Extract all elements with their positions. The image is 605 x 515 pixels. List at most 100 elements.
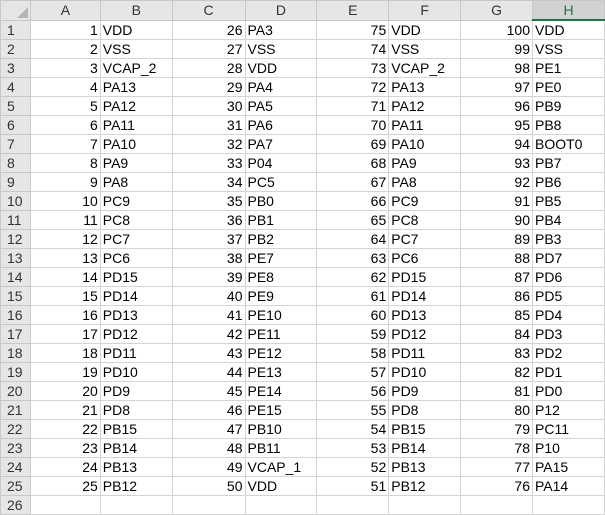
row-header[interactable]: 22 bbox=[0, 419, 31, 439]
cell-f3[interactable]: VCAP_2 bbox=[388, 58, 462, 78]
cell-f19[interactable]: PD10 bbox=[388, 362, 462, 382]
cell-g21[interactable]: 80 bbox=[460, 400, 533, 420]
cell-d17[interactable]: PE11 bbox=[244, 324, 318, 344]
column-header-g[interactable]: G bbox=[460, 0, 533, 21]
cell-g11[interactable]: 90 bbox=[460, 210, 533, 230]
cell-b22[interactable]: PB15 bbox=[99, 419, 173, 439]
row-header[interactable]: 23 bbox=[0, 438, 31, 458]
cell-f14[interactable]: PD15 bbox=[388, 267, 462, 287]
cell-g20[interactable]: 81 bbox=[460, 381, 533, 401]
cell-f22[interactable]: PB15 bbox=[388, 419, 462, 439]
cell-a12[interactable]: 12 bbox=[29, 229, 101, 249]
cell-h20[interactable]: PD0 bbox=[532, 381, 605, 401]
cell-g22[interactable]: 79 bbox=[460, 419, 533, 439]
cell-c2[interactable]: 27 bbox=[171, 39, 246, 59]
row-header[interactable]: 11 bbox=[0, 210, 31, 230]
cell-f4[interactable]: PA13 bbox=[388, 77, 462, 97]
cell-h21[interactable]: P12 bbox=[532, 400, 605, 420]
column-header-f[interactable]: F bbox=[388, 0, 462, 21]
cell-f8[interactable]: PA9 bbox=[388, 153, 462, 173]
cell-b21[interactable]: PD8 bbox=[99, 400, 173, 420]
column-header-d[interactable]: D bbox=[244, 0, 318, 21]
cell-b9[interactable]: PA8 bbox=[99, 172, 173, 192]
row-header[interactable]: 20 bbox=[0, 381, 31, 401]
cell-d21[interactable]: PE15 bbox=[244, 400, 318, 420]
cell-b18[interactable]: PD11 bbox=[99, 343, 173, 363]
cell-e3[interactable]: 73 bbox=[316, 58, 390, 78]
cell-b14[interactable]: PD15 bbox=[99, 267, 173, 287]
cell-e4[interactable]: 72 bbox=[316, 77, 390, 97]
cell-e1[interactable]: 75 bbox=[316, 19, 390, 40]
cell-f10[interactable]: PC9 bbox=[388, 191, 462, 211]
cell-c8[interactable]: 33 bbox=[171, 153, 246, 173]
cell-d25[interactable]: VDD bbox=[244, 476, 318, 496]
cell-d23[interactable]: PB11 bbox=[244, 438, 318, 458]
cell-a24[interactable]: 24 bbox=[29, 457, 101, 477]
row-header[interactable]: 3 bbox=[0, 58, 31, 78]
cell-d11[interactable]: PB1 bbox=[244, 210, 318, 230]
cell-g13[interactable]: 88 bbox=[460, 248, 533, 268]
cell-c10[interactable]: 35 bbox=[171, 191, 246, 211]
cell-b4[interactable]: PA13 bbox=[99, 77, 173, 97]
cell-c1[interactable]: 26 bbox=[171, 19, 246, 40]
cell-g15[interactable]: 86 bbox=[460, 286, 533, 306]
cell-g9[interactable]: 92 bbox=[460, 172, 533, 192]
cell-c19[interactable]: 44 bbox=[171, 362, 246, 382]
cell-f16[interactable]: PD13 bbox=[388, 305, 462, 325]
cell-f11[interactable]: PC8 bbox=[388, 210, 462, 230]
cell-g14[interactable]: 87 bbox=[460, 267, 533, 287]
cell-h3[interactable]: PE1 bbox=[532, 58, 605, 78]
cell-h10[interactable]: PB5 bbox=[532, 191, 605, 211]
cell-b23[interactable]: PB14 bbox=[99, 438, 173, 458]
cell-a13[interactable]: 13 bbox=[29, 248, 101, 268]
cell-e24[interactable]: 52 bbox=[316, 457, 390, 477]
cell-d6[interactable]: PA6 bbox=[244, 115, 318, 135]
cell-b10[interactable]: PC9 bbox=[99, 191, 173, 211]
cell-b7[interactable]: PA10 bbox=[99, 134, 173, 154]
cell-h15[interactable]: PD5 bbox=[532, 286, 605, 306]
cell-g3[interactable]: 98 bbox=[460, 58, 533, 78]
cell-d15[interactable]: PE9 bbox=[244, 286, 318, 306]
cell-h8[interactable]: PB7 bbox=[532, 153, 605, 173]
cell-g23[interactable]: 78 bbox=[460, 438, 533, 458]
cell-a23[interactable]: 23 bbox=[29, 438, 101, 458]
cell-h5[interactable]: PB9 bbox=[532, 96, 605, 116]
cell-e7[interactable]: 69 bbox=[316, 134, 390, 154]
cell-d5[interactable]: PA5 bbox=[244, 96, 318, 116]
cell-b16[interactable]: PD13 bbox=[99, 305, 173, 325]
cell-c5[interactable]: 30 bbox=[171, 96, 246, 116]
cell-c7[interactable]: 32 bbox=[171, 134, 246, 154]
cell-a14[interactable]: 14 bbox=[29, 267, 101, 287]
row-header[interactable]: 24 bbox=[0, 457, 31, 477]
cell-d4[interactable]: PA4 bbox=[244, 77, 318, 97]
cell-c4[interactable]: 29 bbox=[171, 77, 246, 97]
cell-a15[interactable]: 15 bbox=[29, 286, 101, 306]
row-header[interactable]: 5 bbox=[0, 96, 31, 116]
cell-e8[interactable]: 68 bbox=[316, 153, 390, 173]
cell-h11[interactable]: PB4 bbox=[532, 210, 605, 230]
cell-b26[interactable] bbox=[99, 495, 173, 515]
cell-h19[interactable]: PD1 bbox=[532, 362, 605, 382]
cell-g5[interactable]: 96 bbox=[460, 96, 533, 116]
row-header[interactable]: 2 bbox=[0, 39, 31, 59]
cell-d2[interactable]: VSS bbox=[244, 39, 318, 59]
cell-b24[interactable]: PB13 bbox=[99, 457, 173, 477]
row-header[interactable]: 21 bbox=[0, 400, 31, 420]
cell-g17[interactable]: 84 bbox=[460, 324, 533, 344]
cell-f6[interactable]: PA11 bbox=[388, 115, 462, 135]
column-header-h[interactable]: H bbox=[532, 0, 605, 21]
cell-b12[interactable]: PC7 bbox=[99, 229, 173, 249]
cell-h13[interactable]: PD7 bbox=[532, 248, 605, 268]
cell-c25[interactable]: 50 bbox=[171, 476, 246, 496]
cell-f2[interactable]: VSS bbox=[388, 39, 462, 59]
select-all-button[interactable] bbox=[0, 0, 31, 21]
cell-g4[interactable]: 97 bbox=[460, 77, 533, 97]
cell-h18[interactable]: PD2 bbox=[532, 343, 605, 363]
cell-h23[interactable]: P10 bbox=[532, 438, 605, 458]
row-header[interactable]: 8 bbox=[0, 153, 31, 173]
row-header[interactable]: 6 bbox=[0, 115, 31, 135]
cell-e13[interactable]: 63 bbox=[316, 248, 390, 268]
cell-e11[interactable]: 65 bbox=[316, 210, 390, 230]
cell-d13[interactable]: PE7 bbox=[244, 248, 318, 268]
cell-d3[interactable]: VDD bbox=[244, 58, 318, 78]
